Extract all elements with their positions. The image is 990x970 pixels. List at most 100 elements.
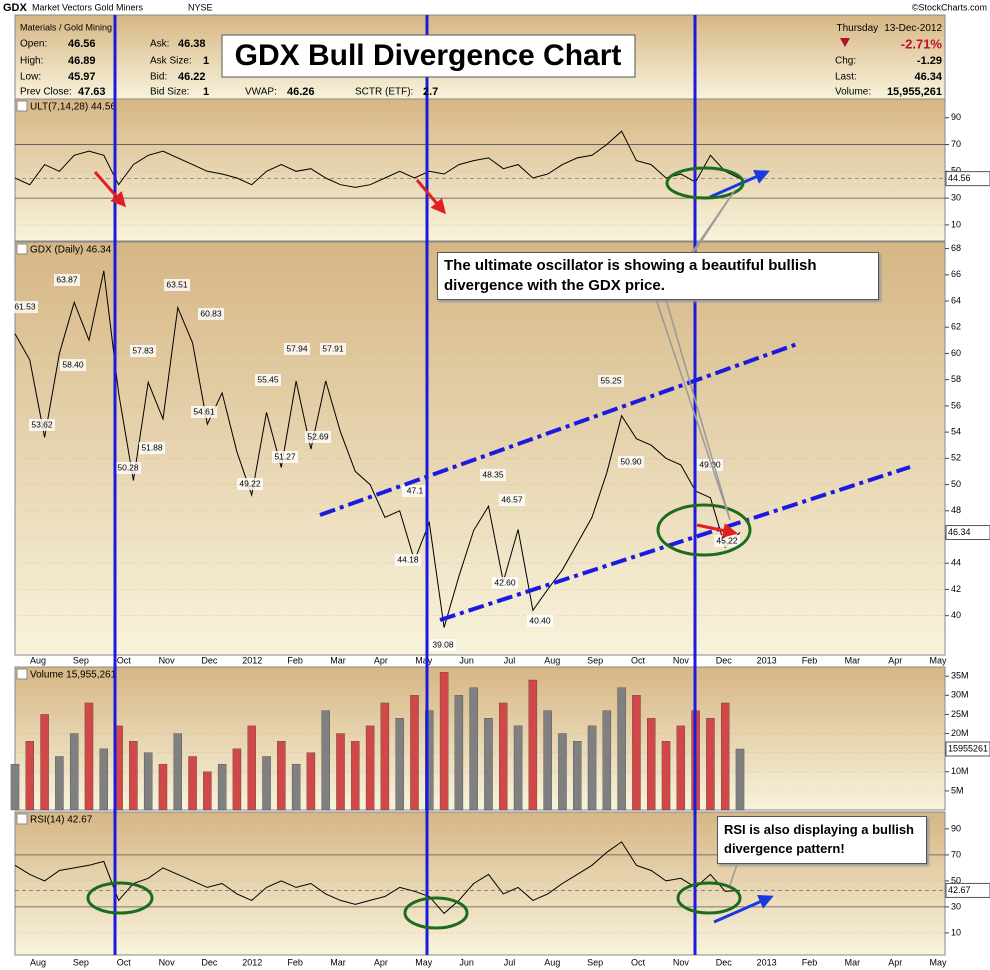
price-panel	[14, 241, 946, 656]
date: Thursday 13-Dec-2012	[837, 23, 943, 34]
volume-bar	[632, 695, 641, 811]
y-tick-label: 90	[951, 112, 961, 122]
line-series	[14, 130, 741, 188]
x-tick-label: May	[930, 655, 948, 665]
x-tick-label: Jul	[504, 655, 516, 665]
x-tick-label: Aug	[544, 957, 560, 967]
x-tick-label: Oct	[631, 957, 646, 967]
y-tick-label: 50	[951, 875, 961, 885]
annotation-bg	[527, 615, 553, 627]
volume-bar	[40, 714, 49, 811]
volume-bar	[661, 741, 671, 811]
price-annotation: 57.94	[286, 343, 308, 353]
volume-bar	[232, 748, 242, 811]
annotation-bg	[305, 431, 331, 443]
price-annotation: 40.40	[529, 615, 551, 625]
marks: 90 70 50 30 10 ULT(7,14,28) 44.56 44.56 68 66 64 6…	[10, 100, 990, 967]
annotation-bg	[395, 554, 421, 566]
channel-line	[319, 341, 801, 517]
price-annotation: 51.88	[141, 442, 163, 452]
title-box	[221, 34, 636, 78]
x-tick-label: Apr	[888, 655, 902, 665]
x-tick-label: Oct	[117, 957, 132, 967]
note-box: RSI is also displaying a bullish diverge…	[717, 816, 927, 864]
volume-bar	[143, 752, 153, 811]
volume-bar	[55, 756, 64, 811]
header-text: GDX Market Vectors Gold Miners NYSE ©Sto…	[3, 2, 987, 98]
price-annotation: 55.25	[600, 375, 622, 385]
y-tick-label: 30M	[951, 690, 969, 700]
price-annotation: 50.90	[620, 456, 642, 466]
x-tick-label: May	[415, 655, 433, 665]
volume-bar	[617, 687, 626, 811]
x-tick-label: Nov	[673, 957, 690, 967]
annotation-bg	[272, 451, 298, 463]
volume-bar	[10, 763, 20, 811]
price-annotation: 57.91	[322, 343, 344, 353]
y-tick-label: 10	[951, 219, 961, 229]
x-tick-label: Apr	[888, 957, 902, 967]
y-tick-label: 56	[951, 400, 961, 410]
panel-label-bg	[16, 668, 28, 680]
field-value: 47.63	[78, 86, 106, 98]
y-tick-label: 58	[951, 374, 961, 384]
annotation-bg	[237, 478, 263, 490]
field-value: -1.29	[917, 55, 942, 67]
value-tag: 44.56	[948, 173, 971, 183]
field-label: High:	[20, 56, 43, 67]
volume-bar	[469, 687, 478, 811]
volume-bar	[277, 741, 286, 811]
field-label: Volume:	[835, 87, 871, 98]
volume-bar	[720, 702, 730, 811]
x-tick-label: Feb	[287, 957, 303, 967]
field-value: 46.22	[178, 71, 206, 83]
panel-label: GDX (Daily) 46.34	[30, 245, 112, 256]
price-annotation: 54.61	[193, 406, 215, 416]
channel-line	[439, 465, 911, 622]
field-value: 2.7	[423, 86, 438, 98]
price-annotation: 61.53	[14, 301, 36, 311]
volume-bar	[528, 679, 538, 811]
security-name: Market Vectors Gold Miners	[32, 2, 144, 12]
volume-bar	[203, 771, 212, 811]
volume-bar	[454, 695, 464, 811]
x-tick-label: Sep	[73, 957, 89, 967]
x-tick-label: Nov	[159, 957, 176, 967]
annotation-bg	[697, 459, 723, 471]
annotation-bg	[430, 639, 456, 651]
y-tick-label: 52	[951, 453, 961, 463]
y-tick-label: 66	[951, 269, 961, 279]
field-label: Ask:	[150, 39, 169, 50]
volume-bar	[306, 752, 316, 811]
symbol: GDX	[3, 2, 28, 14]
value-tag: 42.67	[948, 885, 971, 895]
arrow	[696, 523, 738, 538]
x-tick-label: May	[930, 957, 948, 967]
price-annotation: 55.45	[257, 374, 279, 384]
price-annotation: 63.87	[56, 274, 78, 284]
price-annotation: 50.28	[117, 462, 139, 472]
panel-frames	[14, 14, 946, 956]
annotations: GDX Bull Divergence Chart	[86, 15, 911, 955]
x-tick-label: Dec	[201, 655, 218, 665]
price-annotation: 44.18	[397, 554, 419, 564]
field-value: 46.26	[287, 86, 315, 98]
y-tick-label: 20M	[951, 728, 969, 738]
note-box: The ultimate oscillator is showing a bea…	[437, 252, 879, 300]
annotation-bg	[60, 359, 86, 371]
annotation-bg	[499, 494, 525, 506]
annotation-bg	[139, 442, 165, 454]
y-tick-label: 64	[951, 295, 961, 305]
field-label: VWAP:	[245, 87, 277, 98]
volume-bar	[336, 733, 345, 811]
y-tick-label: 10M	[951, 766, 969, 776]
price-annotation: 49.22	[239, 478, 261, 488]
volume-bar	[129, 741, 138, 811]
annotation-bg	[402, 485, 428, 497]
field-value: 1	[203, 55, 209, 67]
field-value: 45.97	[68, 71, 96, 83]
volume-bar	[84, 702, 94, 811]
field-value: 46.38	[178, 38, 206, 50]
price-annotation: 48.35	[482, 469, 504, 479]
